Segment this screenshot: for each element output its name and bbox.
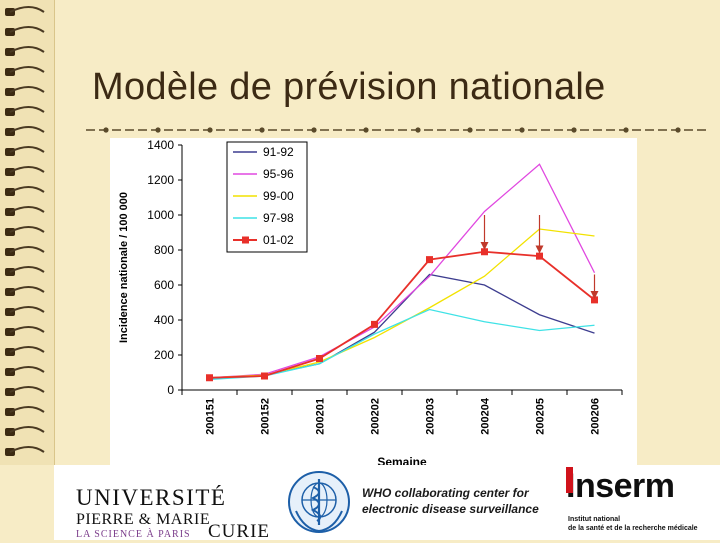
binder-ring — [9, 26, 45, 33]
inserm-line-2: de la santé et de la recherche médicale — [568, 525, 698, 532]
binder-ring — [9, 446, 45, 453]
title-divider — [86, 127, 710, 133]
divider-dot — [675, 127, 681, 133]
forecast-arrowhead — [590, 291, 599, 299]
y-tick-label: 200 — [154, 348, 174, 362]
binder-ring — [9, 166, 45, 173]
divider-dot — [259, 127, 265, 133]
series-line-95-96 — [209, 163, 596, 379]
binder-ring — [9, 46, 45, 53]
x-tick-label: 200152 — [260, 398, 272, 435]
binder-spiral — [0, 0, 55, 465]
x-axis-label: Semaine — [377, 455, 427, 468]
binder-ring — [9, 206, 45, 213]
binder-ring — [9, 366, 45, 373]
data-point-01-02 — [316, 355, 323, 362]
university-first-names: PIERRE & MARIE — [76, 511, 211, 528]
binder-ring — [9, 246, 45, 253]
binder-ring — [9, 126, 45, 133]
binder-ring — [9, 186, 45, 193]
y-tick-label: 0 — [167, 383, 174, 397]
binder-ring — [9, 406, 45, 413]
incidence-chart-svg: 0 200 400 600 800 1000 1200 1400 200151 200152 200… — [118, 138, 623, 468]
binder-ring — [9, 306, 45, 313]
x-tick-label: 200206 — [590, 398, 602, 435]
data-point-01-02 — [206, 374, 213, 382]
binder-ring — [9, 386, 45, 393]
inserm-subtitle: Institut national de la santé et de la r… — [568, 515, 720, 533]
series-line-97-98 — [209, 308, 595, 381]
who-line-1: WHO collaborating center for — [362, 486, 529, 500]
data-point-01-02 — [371, 320, 378, 328]
university-name: UNIVERSITÉ — [76, 485, 227, 510]
legend-label: 99-00 — [263, 189, 294, 203]
x-tick-label: 200205 — [535, 398, 547, 435]
binder-ring — [9, 226, 45, 233]
x-tick-label: 200202 — [370, 398, 382, 435]
university-logo: UNIVERSITÉ PIERRE & MARIE CURIE LA SCIEN… — [76, 485, 286, 542]
who-line-2: electronic disease surveillance — [362, 502, 539, 516]
forecast-arrowhead — [535, 245, 544, 254]
divider-dot — [155, 127, 161, 133]
university-tagline: LA SCIENCE À PARIS — [76, 529, 191, 540]
binder-ring — [9, 326, 45, 333]
divider-dot — [571, 127, 577, 133]
x-tick-label: 200201 — [315, 398, 327, 435]
series-line-91-92 — [209, 273, 595, 380]
series-line-01-02 — [209, 250, 596, 379]
legend-marker — [242, 236, 249, 244]
y-tick-label: 600 — [154, 278, 174, 292]
y-tick-label: 1200 — [147, 173, 174, 187]
binder-ring — [9, 286, 45, 293]
incidence-chart: 0 200 400 600 800 1000 1200 1400 200151 200152 200… — [110, 138, 637, 468]
data-point-01-02 — [481, 248, 488, 256]
divider-dot — [311, 127, 317, 133]
binder-ring — [9, 6, 45, 13]
slide-title: Modèle de prévision nationale — [92, 66, 606, 108]
data-point-01-02 — [426, 256, 433, 264]
y-tick-label: 400 — [154, 313, 174, 327]
inserm-line-1: Institut national — [568, 516, 621, 523]
legend: 91-92 95-96 99-00 97-98 01-02 — [226, 141, 308, 253]
legend-label: 95-96 — [263, 167, 294, 181]
binder-ring — [9, 66, 45, 73]
y-tick-label: 1000 — [147, 208, 174, 222]
binder-ring — [9, 86, 45, 93]
legend-label: 91-92 — [263, 145, 294, 159]
data-point-01-02 — [536, 252, 543, 260]
forecast-arrowhead — [480, 242, 489, 250]
x-tick-label: 200204 — [480, 397, 492, 435]
data-point-01-02 — [261, 372, 268, 380]
binder-rings-decoration — [5, 6, 45, 456]
divider-dot — [519, 127, 525, 133]
data-point-01-02 — [591, 296, 598, 304]
x-tick-label: 200151 — [205, 398, 217, 435]
legend-box — [226, 141, 308, 253]
x-tick-label: 200203 — [425, 398, 437, 435]
who-emblem-icon — [288, 471, 350, 533]
divider-dot — [415, 127, 421, 133]
binder-ring — [9, 266, 45, 273]
y-tick-label: 800 — [154, 243, 174, 257]
divider-dot — [103, 127, 109, 133]
binder-ring — [9, 346, 45, 353]
university-curie: CURIE — [208, 521, 270, 542]
y-tick-label: 1400 — [147, 138, 174, 152]
legend-label: 97-98 — [263, 211, 294, 225]
divider-dot — [467, 127, 473, 133]
binder-ring — [9, 106, 45, 113]
binder-ring — [9, 426, 45, 433]
legend-label: 01-02 — [263, 233, 294, 247]
divider-dot — [623, 127, 629, 133]
y-axis-label: Incidence nationale / 100 000 — [118, 192, 130, 343]
inserm-logo: Inserm — [566, 467, 675, 505]
who-center-label: WHO collaborating center for electronic … — [362, 485, 572, 517]
divider-dot — [207, 127, 213, 133]
divider-dot — [363, 127, 369, 133]
logo-footer: UNIVERSITÉ PIERRE & MARIE CURIE LA SCIEN… — [54, 465, 720, 542]
inserm-red-bar — [566, 467, 573, 493]
binder-ring — [9, 146, 45, 153]
